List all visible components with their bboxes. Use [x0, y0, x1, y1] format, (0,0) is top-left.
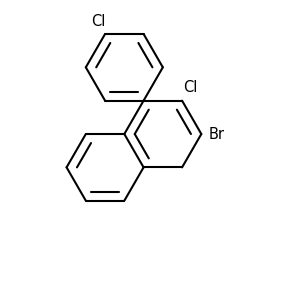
Text: Cl: Cl	[91, 14, 105, 29]
Text: Br: Br	[209, 126, 225, 141]
Text: Cl: Cl	[183, 79, 197, 94]
